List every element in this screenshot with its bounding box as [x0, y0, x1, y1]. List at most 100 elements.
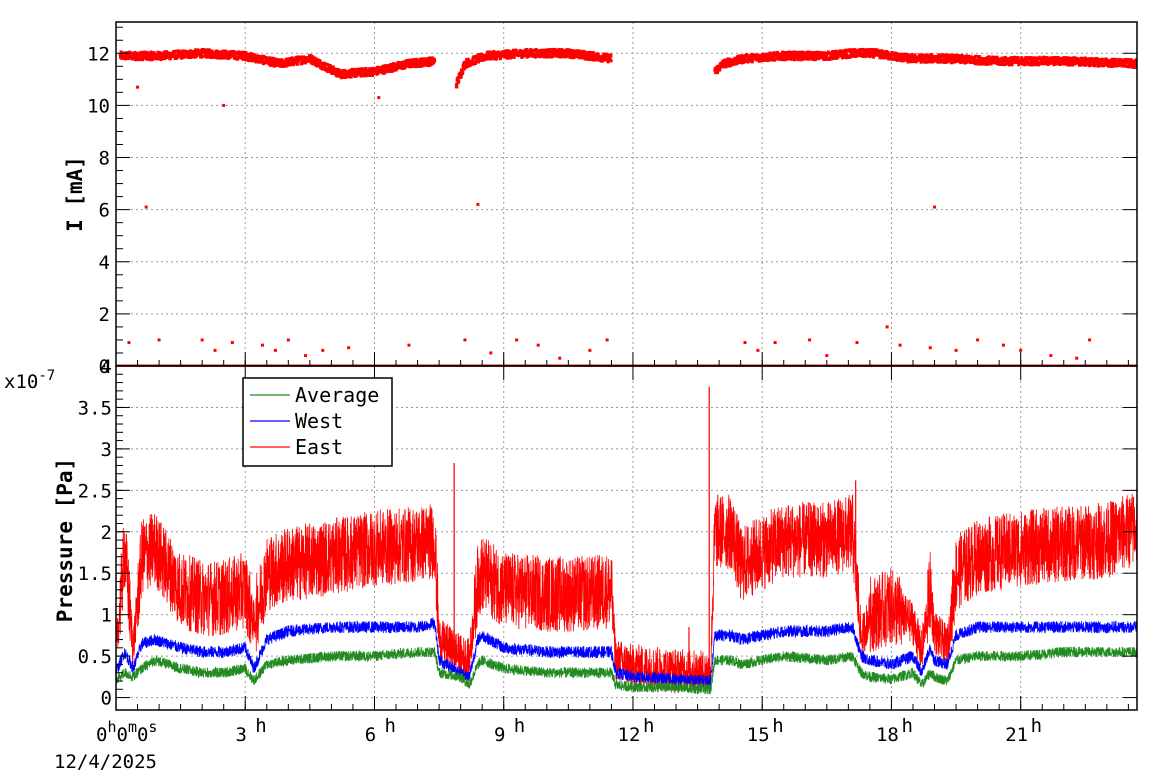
current-point [417, 61, 421, 65]
current-point [575, 55, 579, 59]
current-point [235, 57, 239, 61]
current-point [387, 65, 391, 69]
current-low-point [825, 354, 829, 358]
current-point [928, 58, 932, 62]
current-point [1098, 58, 1102, 62]
current-point [430, 56, 434, 60]
pressure-x-tick-label: 15 [747, 724, 770, 746]
pressure-y-tick-label: 4 [101, 356, 112, 378]
current-point [763, 55, 767, 59]
current-point [759, 53, 763, 57]
current-point [799, 55, 803, 59]
current-point [328, 63, 332, 67]
current-point [264, 55, 268, 59]
pressure-x-tick-label: 6 [365, 724, 376, 746]
current-point [457, 79, 461, 83]
current-point [755, 53, 759, 57]
current-low-point [1075, 356, 1079, 360]
pressure-x-axis: 3 h 6 h 9 h 12 h 15 h 18 h 21 h [137, 366, 1129, 746]
current-point [810, 55, 814, 59]
current-point [840, 54, 844, 58]
current-point [591, 50, 595, 54]
current-point [779, 58, 783, 62]
current-point [392, 62, 396, 66]
current-point [343, 72, 347, 76]
current-point [218, 50, 222, 54]
current-point [982, 59, 986, 63]
current-point [390, 66, 394, 70]
current-point [750, 52, 754, 56]
current-y-tick-label: 4 [99, 252, 110, 274]
current-point [355, 74, 359, 78]
current-point [1066, 56, 1070, 60]
current-point [419, 64, 423, 68]
current-point [254, 56, 258, 60]
current-point [132, 52, 136, 56]
current-point [302, 55, 306, 59]
current-point [1100, 57, 1104, 61]
current-point [787, 50, 791, 54]
current-point [609, 59, 613, 63]
current-point [195, 54, 199, 58]
current-point [465, 61, 469, 65]
current-point [413, 65, 417, 69]
current-point [408, 65, 412, 69]
current-point [588, 53, 592, 57]
current-point [136, 56, 140, 60]
current-point [361, 67, 365, 71]
pressure-y-axis-title: Pressure [Pa] [53, 458, 77, 622]
current-low-point [407, 343, 411, 347]
current-point [382, 71, 386, 75]
current-point [342, 75, 346, 79]
current-point [1005, 57, 1009, 61]
current-point [1126, 58, 1130, 62]
current-point [590, 56, 594, 60]
current-point [862, 55, 866, 59]
current-point [243, 53, 247, 57]
current-point [556, 54, 560, 58]
current-point [212, 51, 216, 55]
current-point [807, 50, 811, 54]
current-point [1068, 56, 1072, 60]
current-point [289, 62, 293, 66]
current-point [904, 52, 908, 56]
current-point [872, 48, 876, 52]
legend: Average West East [242, 377, 393, 467]
pressure-y-multiplier: x10-7 [4, 368, 55, 393]
current-point [408, 61, 412, 65]
current-low-point [808, 338, 812, 342]
current-point [939, 56, 943, 60]
current-y-tick-label: 2 [99, 304, 110, 326]
current-point [603, 57, 607, 61]
pressure-y-tick-label: 2 [101, 522, 112, 544]
current-point [140, 51, 144, 55]
current-point [1135, 58, 1137, 62]
current-point [902, 59, 906, 63]
current-y-axis: 0 2 4 6 8 10 12 [87, 26, 1137, 378]
current-point [181, 52, 185, 56]
current-point [564, 55, 568, 59]
current-point [476, 55, 480, 59]
origin-minutes: 0 [116, 724, 127, 746]
current-point [855, 51, 859, 55]
current-point [1058, 60, 1062, 64]
pressure-x-tick-unit: h [1031, 715, 1042, 737]
current-point [573, 53, 577, 57]
current-outlier-point [476, 202, 480, 206]
current-point [718, 68, 722, 72]
current-low-point [773, 341, 777, 345]
current-point [861, 47, 865, 51]
current-point [844, 51, 848, 55]
pressure-plot-area [116, 386, 1137, 695]
current-y-tick-label: 8 [99, 148, 110, 170]
current-y-tick-label: 6 [99, 200, 110, 222]
current-point [831, 56, 835, 60]
current-point [946, 60, 950, 64]
current-point [974, 54, 978, 58]
current-point [732, 57, 736, 61]
current-point [533, 55, 537, 59]
current-point [1116, 59, 1120, 63]
current-point [338, 74, 342, 78]
current-point [965, 54, 969, 58]
current-point [455, 85, 459, 89]
